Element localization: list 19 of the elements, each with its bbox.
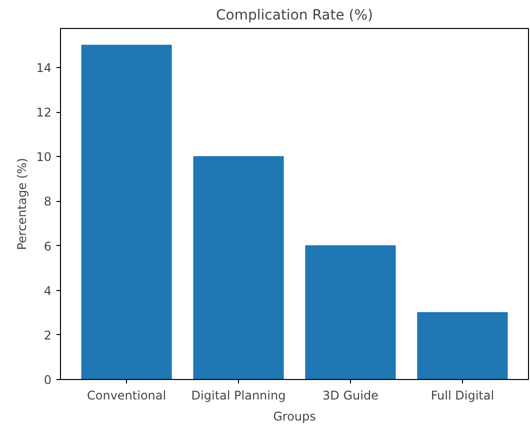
y-tick-label: 0 xyxy=(44,373,52,387)
y-tick-label: 14 xyxy=(36,61,52,75)
x-tick-label: Full Digital xyxy=(430,388,494,402)
y-tick-label: 8 xyxy=(44,194,52,209)
x-tick-label: 3D Guide xyxy=(322,388,378,402)
y-tick-label: 6 xyxy=(44,239,52,254)
bar xyxy=(417,312,508,380)
y-tick-label: 4 xyxy=(44,284,52,298)
bar xyxy=(193,156,284,380)
chart-title: Complication Rate (%) xyxy=(216,8,373,24)
y-axis-title: Percentage (%) xyxy=(15,158,30,250)
bar xyxy=(81,44,172,380)
y-tick-label: 10 xyxy=(36,150,52,164)
y-tick-label: 12 xyxy=(36,106,52,120)
bar xyxy=(305,245,396,380)
x-tick-label: Conventional xyxy=(87,388,166,402)
x-axis-title: Groups xyxy=(273,410,316,424)
x-tick-label: Digital Planning xyxy=(191,388,286,402)
y-tick-label: 2 xyxy=(44,328,52,342)
